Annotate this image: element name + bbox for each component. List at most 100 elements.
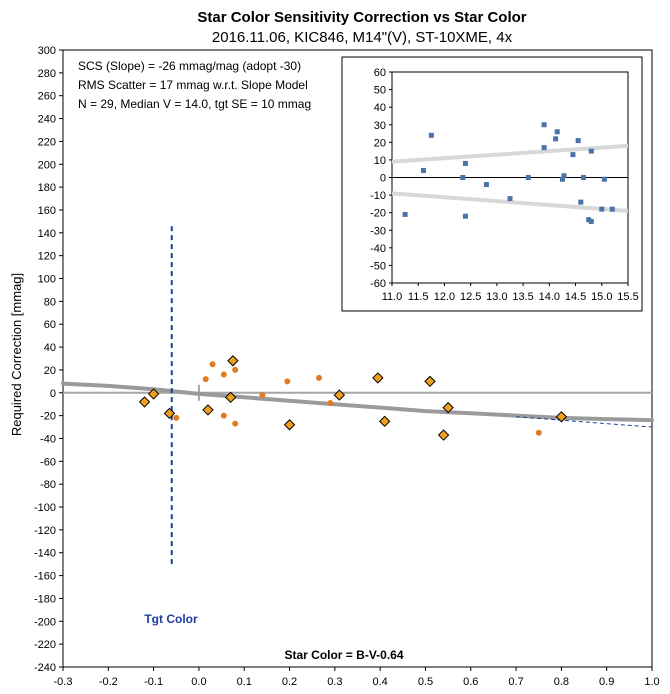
dot-point xyxy=(535,429,542,436)
inset-square-point xyxy=(601,176,607,182)
inset-y-tick-label: 50 xyxy=(374,85,386,97)
x-axis-label: Star Color = B-V-0.64 xyxy=(284,648,403,662)
y-tick-label: 100 xyxy=(38,274,56,286)
inset-x-tick-label: 15.0 xyxy=(591,291,612,303)
inset-y-tick-label: 30 xyxy=(374,120,386,132)
y-tick-label: 280 xyxy=(38,68,56,80)
diamond-point xyxy=(147,388,160,400)
inset-y-tick-label: 10 xyxy=(374,155,386,167)
y-tick-label: -180 xyxy=(34,593,56,605)
inset-plot: -60 -50 -40 -30 -20 -10 0 10 20 30 40 50 60 11.0 11.5… xyxy=(341,56,643,312)
inset-y-tick-label: 0 xyxy=(380,173,386,185)
inset-panel xyxy=(341,56,643,312)
inset-y-tick-label: -10 xyxy=(370,190,386,202)
chart-subtitle: 2016.11.06, KIC846, M14"(V), ST-10XME, 4… xyxy=(212,29,513,46)
dot-point xyxy=(202,376,209,383)
main-plot: -240-220-200-180-160-140-120-100-80-60-4… xyxy=(34,45,660,688)
y-tick-label: -200 xyxy=(34,616,56,628)
x-tick-label: 0.4 xyxy=(373,676,388,688)
inset-x-tick-label: 12.5 xyxy=(460,291,481,303)
inset-square-point xyxy=(462,213,468,219)
inset-lower-band xyxy=(391,191,629,213)
inset-square-point xyxy=(570,152,576,158)
main-y-ticks: -240-220-200-180-160-140-120-100-80-60-4… xyxy=(34,45,63,674)
diamond-point xyxy=(202,404,214,416)
x-tick-label: -0.1 xyxy=(144,676,163,688)
y-tick-label: 20 xyxy=(44,365,56,377)
y-tick-label: -100 xyxy=(34,502,56,514)
x-tick-label: 0.3 xyxy=(327,676,342,688)
inset-data-points xyxy=(402,122,615,224)
x-tick-label: 0.0 xyxy=(191,676,206,688)
inset-y-tick-label: 20 xyxy=(374,137,386,149)
inset-y-tick-label: -30 xyxy=(370,225,386,237)
x-tick-label: 0.9 xyxy=(599,676,614,688)
diamond-point xyxy=(437,429,450,441)
inset-square-point xyxy=(420,167,426,173)
x-tick-label: 0.7 xyxy=(508,676,523,688)
dot-point xyxy=(232,366,239,373)
inset-square-point xyxy=(588,218,594,224)
annotation-rms: RMS Scatter = 17 mmag w.r.t. Slope Model xyxy=(78,78,308,92)
inset-x-tick-label: 11.0 xyxy=(382,291,403,303)
inset-square-point xyxy=(586,217,592,223)
x-tick-label: -0.3 xyxy=(54,676,73,688)
inset-square-point xyxy=(599,206,605,212)
y-tick-label: 200 xyxy=(38,159,56,171)
inset-square-point xyxy=(559,176,565,182)
inset-y-tick-label: -50 xyxy=(370,260,386,272)
inset-square-point xyxy=(402,211,408,217)
inset-square-point xyxy=(541,145,547,151)
dot-point xyxy=(259,392,266,399)
y-tick-label: -240 xyxy=(34,662,56,674)
inset-square-point xyxy=(609,206,615,212)
inset-y-tick-label: -40 xyxy=(370,243,386,255)
diamond-point xyxy=(424,375,436,388)
inset-y-tick-label: -20 xyxy=(370,208,386,220)
x-tick-label: 0.5 xyxy=(418,676,433,688)
diamond-point xyxy=(224,391,237,404)
dot-point xyxy=(209,361,216,368)
diamond-point xyxy=(442,401,454,414)
dot-point xyxy=(220,412,227,419)
y-tick-label: 160 xyxy=(38,205,56,217)
annotation-count: N = 29, Median V = 14.0, tgt SE = 10 mma… xyxy=(78,97,311,111)
inset-square-point xyxy=(507,196,513,202)
annotation-slope: SCS (Slope) = -26 mmag/mag (adopt -30) xyxy=(78,59,301,73)
main-data-points xyxy=(138,355,568,441)
y-tick-label: 60 xyxy=(44,319,56,331)
main-model-lines xyxy=(61,223,654,565)
diamond-point xyxy=(283,419,296,431)
main-x-ticks: -0.3 -0.2 -0.1 0.0 0.1 0.2 0.3 0.4 0.5 0.6 0.7 0.8 0… xyxy=(54,667,660,688)
y-tick-label: -140 xyxy=(34,548,56,560)
inset-y-tick-label: 40 xyxy=(374,102,386,114)
diamond-point xyxy=(138,396,151,408)
inset-square-point xyxy=(578,199,584,205)
inset-square-point xyxy=(588,148,594,154)
target-color-label: Tgt Color xyxy=(144,612,198,626)
y-tick-label: -80 xyxy=(40,479,56,491)
inset-square-point xyxy=(525,175,531,180)
dot-point xyxy=(315,374,322,381)
x-tick-label: 1.0 xyxy=(644,676,659,688)
inset-x-tick-label: 14.5 xyxy=(565,291,586,303)
y-tick-label: -120 xyxy=(34,525,56,537)
inset-y-tick-label: 60 xyxy=(374,67,386,79)
diamond-point xyxy=(333,389,346,401)
inset-x-tick-label: 15.5 xyxy=(617,291,638,303)
y-tick-label: 300 xyxy=(38,45,56,57)
inset-x-ticks: 11.0 11.5 12.0 12.5 13.0 13.5 14.0 14.5 15.0 15.5 xyxy=(382,283,639,303)
inset-square-point xyxy=(561,173,567,179)
y-tick-label: 80 xyxy=(44,296,56,308)
inset-y-tick-label: -60 xyxy=(370,278,386,290)
x-tick-label: -0.2 xyxy=(99,676,118,688)
dot-point xyxy=(232,420,239,427)
y-tick-label: -20 xyxy=(40,411,56,423)
y-tick-label: 140 xyxy=(38,228,56,240)
diamond-point xyxy=(378,415,391,428)
inset-y-ticks: -60 -50 -40 -30 -20 -10 0 10 20 30 40 50 60 xyxy=(370,67,392,290)
inset-square-point xyxy=(554,129,560,135)
diamond-point xyxy=(372,372,384,384)
